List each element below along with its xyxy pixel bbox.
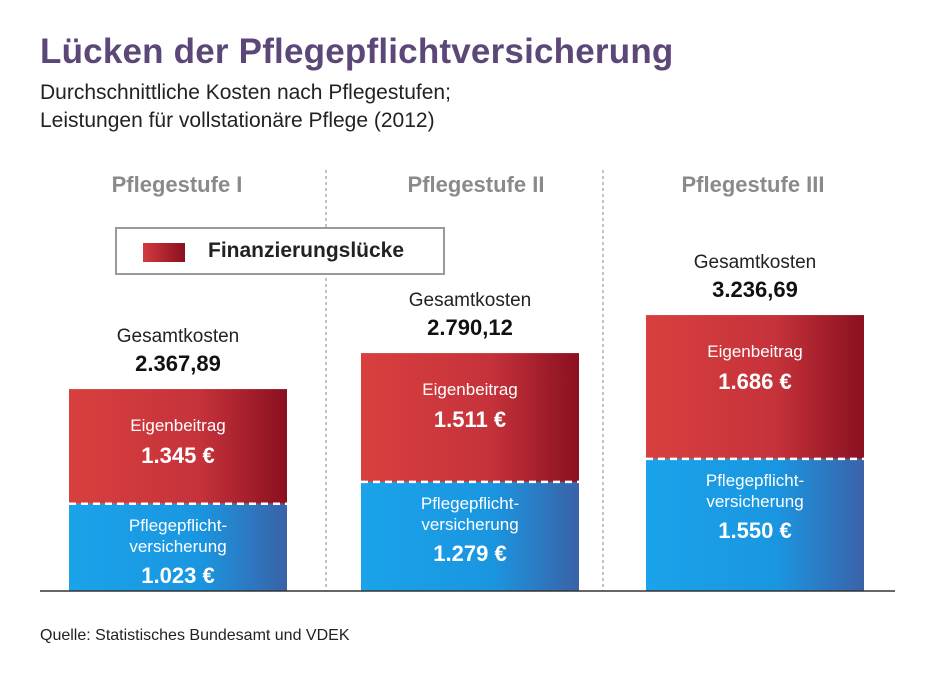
insurance-label-line1-1: Pflegepflicht-	[129, 516, 227, 535]
bar-insurance-1	[69, 503, 287, 591]
insurance-label-line1-3: Pflegepflicht-	[706, 471, 804, 490]
bar-insurance-2	[361, 481, 579, 591]
eigenbeitrag-label-2: Eigenbeitrag	[422, 380, 517, 399]
source-note: Quelle: Statistisches Bundesamt und VDEK	[40, 627, 350, 644]
subtitle-line-1: Durchschnittliche Kosten nach Pflegestuf…	[40, 81, 451, 104]
subtitle-line-2: Leistungen für vollstationäre Pflege (20…	[40, 109, 435, 132]
chart-subtitle: Durchschnittliche Kosten nach Pflegestuf…	[40, 79, 451, 135]
bar-insurance-3	[646, 458, 864, 591]
total-label-3: Gesamtkosten	[694, 252, 817, 273]
insurance-label-line1-2: Pflegepflicht-	[421, 494, 519, 513]
eigenbeitrag-value-2: 1.511 €	[434, 407, 506, 432]
legend-label: Finanzierungslücke	[208, 239, 405, 262]
total-value-2: 2.790,12	[427, 315, 513, 340]
insurance-label-line2-2: versicherung	[421, 515, 518, 534]
insurance-value-1: 1.023 €	[141, 563, 214, 588]
chart-title: Lücken der Pflegepflichtversicherung	[40, 32, 674, 71]
eigenbeitrag-value-3: 1.686 €	[718, 369, 791, 394]
eigenbeitrag-label-1: Eigenbeitrag	[130, 416, 225, 435]
insurance-value-2: 1.279 €	[433, 541, 506, 566]
total-label-2: Gesamtkosten	[409, 290, 532, 311]
eigenbeitrag-label-3: Eigenbeitrag	[707, 342, 802, 361]
legend: Finanzierungslücke	[115, 227, 445, 275]
category-label-2: Pflegestufe II	[408, 172, 545, 197]
insurance-label-line2-3: versicherung	[706, 492, 803, 511]
eigenbeitrag-value-1: 1.345 €	[141, 443, 214, 468]
bar-eigenbeitrag-3	[646, 315, 864, 459]
total-label-1: Gesamtkosten	[117, 326, 240, 347]
category-label-1: Pflegestufe I	[112, 172, 243, 197]
bar-eigenbeitrag-2	[361, 353, 579, 482]
total-value-3: 3.236,69	[712, 277, 798, 302]
insurance-value-3: 1.550 €	[718, 518, 791, 543]
legend-swatch-gap	[143, 243, 185, 262]
category-label-3: Pflegestufe III	[681, 172, 824, 197]
total-value-1: 2.367,89	[135, 351, 221, 376]
bar-eigenbeitrag-1	[69, 389, 287, 504]
insurance-label-line2-1: versicherung	[129, 537, 226, 556]
